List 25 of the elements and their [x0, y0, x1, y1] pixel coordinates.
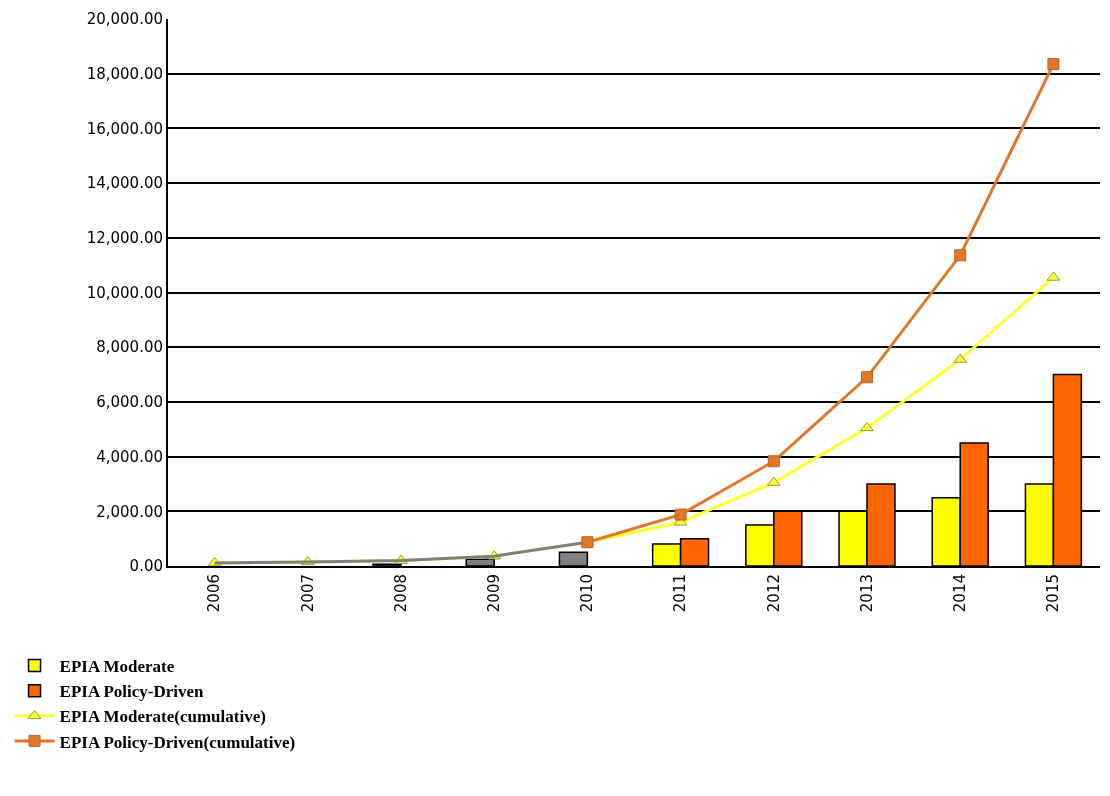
x-tick-label: 2015 [1044, 574, 1063, 613]
y-tick-label: 6,000.00 [96, 393, 163, 412]
x-tick-label: 2013 [857, 574, 876, 613]
y-tick-label: 12,000.00 [86, 229, 163, 248]
y-tick-label: 10,000.00 [86, 283, 163, 302]
y-tick-label: 20,000.00 [86, 10, 163, 29]
x-tick-label: 2012 [764, 574, 783, 613]
legend-label: EPIA Policy-Driven [59, 682, 205, 702]
legend-label: EPIA Moderate [59, 657, 175, 677]
x-tick-label: 2009 [485, 574, 504, 613]
x-tick-label: 2010 [578, 574, 597, 613]
y-tick-label: 8,000.00 [96, 338, 163, 357]
x-tick-label: 2014 [951, 574, 970, 613]
x-tick-label: 2008 [391, 574, 410, 613]
y-tick-label: 16,000.00 [86, 119, 163, 138]
y-tick-label: 18,000.00 [86, 64, 163, 83]
legend-label: EPIA Policy-Driven(cumulative) [59, 732, 296, 752]
y-tick-label: 0.00 [129, 557, 163, 576]
x-tick-label: 2006 [205, 574, 224, 613]
legend-label: EPIA Moderate(cumulative) [59, 707, 266, 727]
y-tick-label: 2,000.00 [96, 502, 163, 521]
x-tick-label: 2011 [671, 574, 690, 613]
y-tick-label: 14,000.00 [86, 174, 163, 193]
y-tick-label: 4,000.00 [96, 447, 163, 466]
x-tick-label: 2007 [298, 574, 317, 613]
